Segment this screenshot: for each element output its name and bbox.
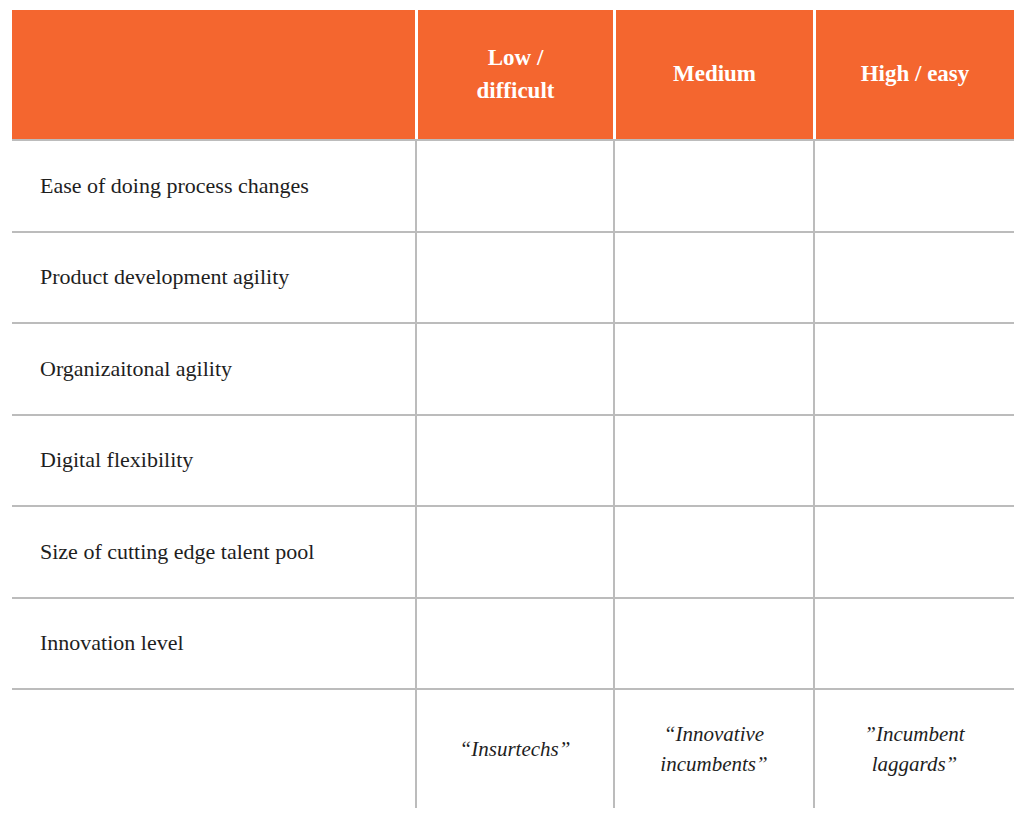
matrix-cell: [813, 505, 1014, 597]
footer-category-label: “Insurtechs”: [460, 734, 571, 764]
row-label-product-development-agility: Product development agility: [12, 231, 415, 323]
row-label-innovation-level: Innovation level: [12, 597, 415, 689]
row-label-text: Size of cutting edge talent pool: [40, 539, 314, 565]
column-header-label: High / easy: [861, 58, 970, 90]
column-header-label: Medium: [673, 58, 756, 90]
matrix-cell: [415, 505, 613, 597]
matrix-cell: [613, 597, 813, 689]
footer-cell-innovative-incumbents: “Innovative incumbents”: [613, 688, 813, 808]
matrix-cell: [813, 414, 1014, 506]
document-page: Low / difficult Medium High / easy Ease …: [0, 0, 1024, 816]
matrix-cell: [813, 139, 1014, 231]
matrix-cell: [415, 231, 613, 323]
matrix-cell: [613, 231, 813, 323]
matrix-cell: [813, 322, 1014, 414]
matrix-cell: [415, 414, 613, 506]
row-label-ease-of-process-changes: Ease of doing process changes: [12, 139, 415, 231]
comparison-matrix-table: Low / difficult Medium High / easy Ease …: [12, 10, 1014, 808]
matrix-cell: [613, 505, 813, 597]
matrix-cell: [813, 597, 1014, 689]
matrix-cell: [613, 139, 813, 231]
row-label-text: Digital flexibility: [40, 447, 193, 473]
matrix-cell: [813, 231, 1014, 323]
column-header-label: Low / difficult: [464, 42, 568, 106]
row-label-organizational-agility: Organizaitonal agility: [12, 322, 415, 414]
header-cell-high-easy: High / easy: [813, 10, 1014, 139]
header-corner-cell: [12, 10, 415, 139]
footer-category-label: “Innovative incumbents”: [638, 719, 790, 780]
footer-cell-incumbent-laggards: ”Incumbent laggards”: [813, 688, 1014, 808]
row-label-cutting-edge-talent-pool: Size of cutting edge talent pool: [12, 505, 415, 597]
row-label-digital-flexibility: Digital flexibility: [12, 414, 415, 506]
header-cell-low-difficult: Low / difficult: [415, 10, 613, 139]
footer-cell-insurtechs: “Insurtechs”: [415, 688, 613, 808]
matrix-cell: [613, 414, 813, 506]
footer-category-label: ”Incumbent laggards”: [839, 719, 991, 780]
header-cell-medium: Medium: [613, 10, 813, 139]
footer-empty-cell: [12, 688, 415, 808]
row-label-text: Innovation level: [40, 630, 184, 656]
row-label-text: Ease of doing process changes: [40, 173, 309, 199]
matrix-cell: [415, 139, 613, 231]
matrix-cell: [415, 597, 613, 689]
matrix-cell: [415, 322, 613, 414]
matrix-cell: [613, 322, 813, 414]
row-label-text: Product development agility: [40, 264, 289, 290]
row-label-text: Organizaitonal agility: [40, 356, 232, 382]
